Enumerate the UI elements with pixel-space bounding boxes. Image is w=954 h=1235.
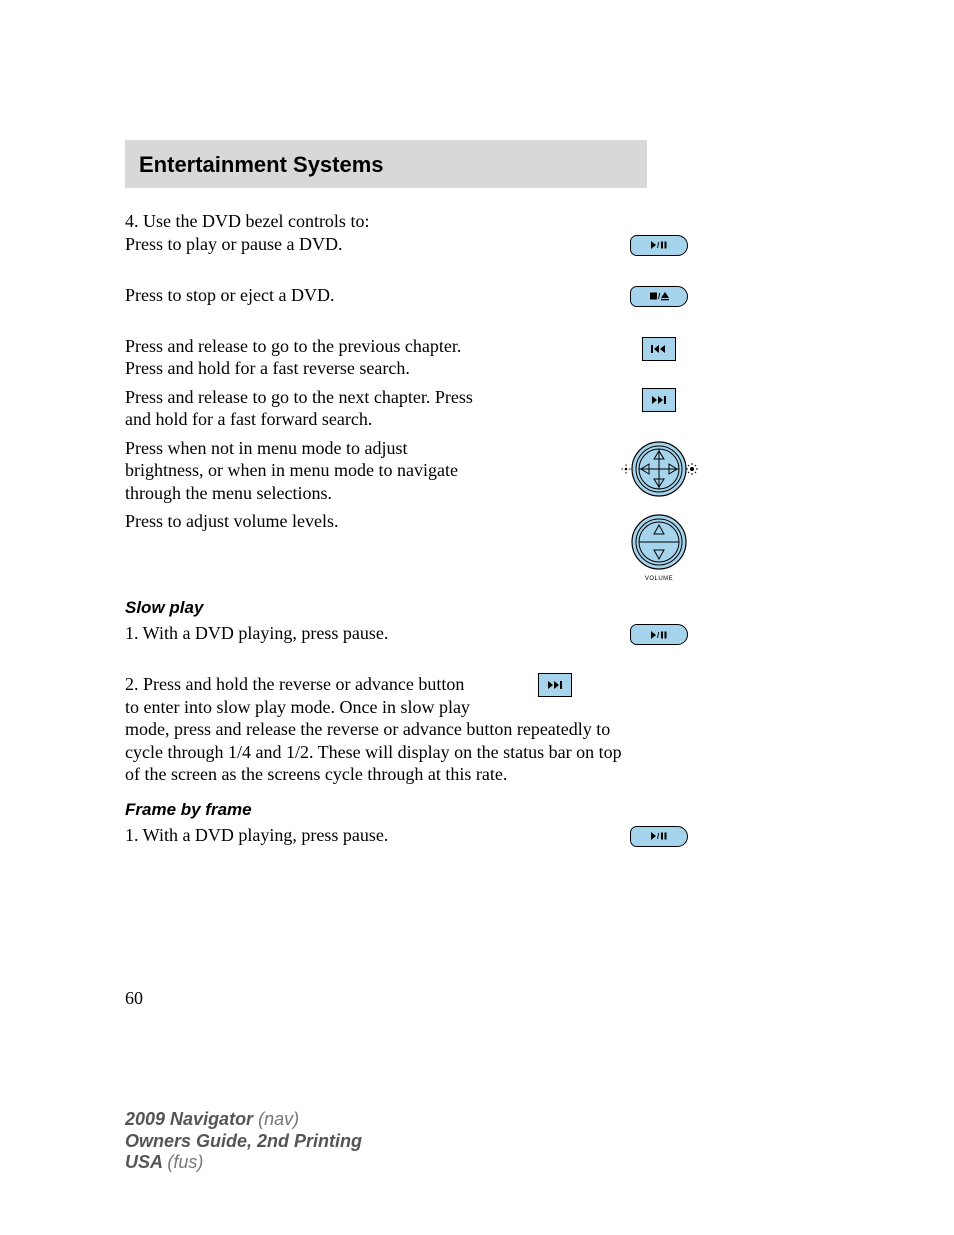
footer: 2009 Navigator (nav) Owners Guide, 2nd P… <box>125 1109 834 1174</box>
footer-region: USA <box>125 1152 167 1172</box>
control-row: Press to play or pause a DVD. / <box>125 233 834 256</box>
control-text: Press to adjust volume levels. <box>125 510 483 533</box>
control-icon-cell <box>483 386 834 412</box>
section-header: Entertainment Systems <box>125 140 647 188</box>
footer-model: 2009 Navigator <box>125 1109 258 1129</box>
footer-code: (nav) <box>258 1109 299 1129</box>
volume-dial-icon: VOLUME <box>629 512 689 584</box>
play-pause-button-icon: / <box>630 235 688 256</box>
control-icon-cell <box>483 437 834 499</box>
control-row: Press and release to go to the previous … <box>125 335 834 380</box>
frame-step: 1. With a DVD playing, press pause. / <box>125 824 834 847</box>
control-text: Press to play or pause a DVD. <box>125 233 483 256</box>
svg-text:/: / <box>657 241 660 250</box>
svg-text:/: / <box>657 832 660 841</box>
step-text: 2. Press and hold the reverse or advance… <box>125 673 635 786</box>
control-text: Press to stop or eject a DVD. <box>125 284 483 307</box>
next-chapter-button-icon <box>538 673 572 697</box>
control-text: Press and release to go to the next chap… <box>125 386 483 431</box>
page-number: 60 <box>125 987 834 1010</box>
prev-chapter-button-icon <box>642 337 676 361</box>
control-row: Press and release to go to the next chap… <box>125 386 834 431</box>
control-text: Press when not in menu mode to adjust br… <box>125 437 483 505</box>
control-row: Press to adjust volume levels. VOLUME <box>125 510 834 584</box>
footer-guide: Owners Guide, 2nd Printing <box>125 1131 362 1151</box>
footer-region-code: (fus) <box>167 1152 203 1172</box>
step-text: 1. With a DVD playing, press pause. <box>125 622 483 645</box>
control-row: Press when not in menu mode to adjust br… <box>125 437 834 505</box>
slow-play-heading: Slow play <box>125 598 834 618</box>
control-row: Press to stop or eject a DVD. / <box>125 284 834 307</box>
control-icon-cell: / <box>483 233 834 256</box>
play-pause-button-icon: / <box>630 624 688 645</box>
step-text: 1. With a DVD playing, press pause. <box>125 824 483 847</box>
section-title: Entertainment Systems <box>139 152 384 177</box>
control-icon-cell: / <box>483 284 834 307</box>
dpad-brightness-icon <box>619 439 699 499</box>
svg-text:/: / <box>657 631 660 640</box>
svg-text:/: / <box>658 292 661 301</box>
stop-eject-button-icon: / <box>630 286 688 307</box>
control-icon-cell: VOLUME <box>483 510 834 584</box>
page: Entertainment Systems 4. Use the DVD bez… <box>0 0 954 1235</box>
next-chapter-button-icon <box>642 388 676 412</box>
frame-by-frame-heading: Frame by frame <box>125 800 834 820</box>
control-text: Press and release to go to the previous … <box>125 335 483 380</box>
control-icon-cell: / <box>483 824 834 847</box>
slow-play-step: 2. Press and hold the reverse or advance… <box>125 673 834 786</box>
svg-text:VOLUME: VOLUME <box>644 576 672 582</box>
intro-text: 4. Use the DVD bezel controls to: <box>125 210 834 233</box>
play-pause-button-icon: / <box>630 826 688 847</box>
control-icon-cell <box>483 335 834 361</box>
control-icon-cell: / <box>483 622 834 645</box>
slow-play-step: 1. With a DVD playing, press pause. / <box>125 622 834 645</box>
